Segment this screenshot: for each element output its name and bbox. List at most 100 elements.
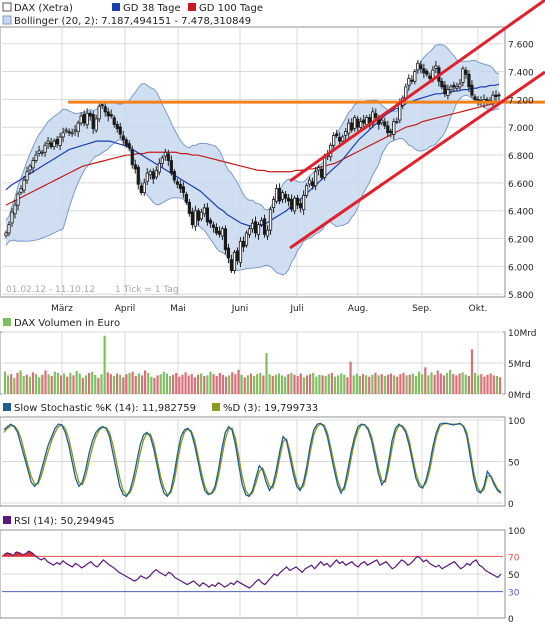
volume-bar xyxy=(228,375,231,394)
volume-bar xyxy=(153,377,156,394)
candle-body xyxy=(271,199,276,209)
volume-bar xyxy=(237,369,240,394)
volume-bar xyxy=(467,376,470,394)
candle-body xyxy=(190,211,194,226)
volume-bar xyxy=(19,370,22,394)
price-y-tick-label: 6.400 xyxy=(508,208,534,218)
candle-body xyxy=(407,78,411,86)
stochastic-y-tick-label: 100 xyxy=(508,417,525,427)
candle-body xyxy=(392,121,396,135)
candle-body xyxy=(85,112,89,126)
volume-bar xyxy=(190,374,193,394)
volume-bar xyxy=(106,372,109,394)
volume-bar xyxy=(318,374,321,394)
stochastic-y-ticks: 0 50 100 xyxy=(508,417,525,510)
volume-bar xyxy=(455,375,458,394)
volume-bar xyxy=(284,376,287,394)
volume-bar xyxy=(28,376,32,394)
stoch-d-swatch xyxy=(212,403,220,411)
volume-bar xyxy=(333,376,337,394)
volume-bar xyxy=(134,376,137,394)
candle-body xyxy=(106,111,110,117)
candle-body xyxy=(139,185,143,194)
volume-bar xyxy=(271,376,274,394)
candle-body xyxy=(115,124,119,129)
volume-bar xyxy=(439,373,442,394)
channel-upper-line xyxy=(289,0,545,183)
volume-bar xyxy=(38,377,41,394)
candle-body xyxy=(268,208,273,231)
volume-bar xyxy=(421,374,424,394)
volume-bar xyxy=(436,370,439,394)
candle-body xyxy=(452,84,456,88)
candle-body xyxy=(262,218,267,235)
legend-rsi-label: RSI (14): 50,294945 xyxy=(14,516,115,527)
candle-body xyxy=(172,171,176,181)
volume-bar xyxy=(343,374,346,394)
volume-bar xyxy=(22,376,25,394)
price-y-tick-label: 7.200 xyxy=(508,96,534,106)
volume-y-tick-label: 10Mrd xyxy=(508,329,536,339)
volume-bar xyxy=(330,372,333,394)
candle-body xyxy=(130,149,134,166)
volume-bar xyxy=(483,376,486,394)
volume-bar xyxy=(109,374,112,394)
volume-bar xyxy=(25,374,28,394)
rsi-y-tick-label: 100 xyxy=(508,527,525,537)
volume-bar xyxy=(337,375,340,394)
volume-bar xyxy=(115,373,119,394)
volume-bar xyxy=(50,376,53,394)
candle-body xyxy=(208,219,213,224)
volume-bar xyxy=(498,377,502,394)
candle-body xyxy=(28,165,32,171)
volume-bar xyxy=(302,377,305,394)
candle-body xyxy=(422,68,426,74)
volume-bar xyxy=(470,349,474,394)
volume-bar xyxy=(69,372,72,394)
volume-y-tick-label: 5Mrd xyxy=(508,360,531,370)
candle-body xyxy=(13,204,17,215)
candle-body xyxy=(82,114,86,124)
candle-body xyxy=(374,113,378,118)
candle-body xyxy=(184,193,188,203)
volume-bar xyxy=(231,372,234,394)
volume-bar xyxy=(340,373,343,394)
volume-bar xyxy=(66,376,69,394)
volume-bar xyxy=(374,372,377,394)
volume-bar xyxy=(87,372,91,394)
candle-body xyxy=(178,183,182,189)
candle-body xyxy=(16,193,20,206)
rsi-y-tick-label: 30 xyxy=(508,589,520,599)
candle-body xyxy=(244,232,249,246)
candle-body xyxy=(43,144,47,153)
price-y-tick-label: 7.400 xyxy=(508,69,534,79)
volume-bar xyxy=(371,374,374,394)
rsi-y-tick-label: 50 xyxy=(508,571,520,581)
candle-body xyxy=(91,114,95,129)
candle-body xyxy=(40,151,44,154)
legend-bollinger-label: Bollinger (20, 2): 7.187,494151 - 7.478,… xyxy=(14,16,251,27)
candle-body xyxy=(163,151,167,157)
candle-body xyxy=(250,222,255,230)
volume-bar xyxy=(427,375,430,394)
gd38-swatch xyxy=(112,3,120,11)
price-panel: 5.800 6.000 6.200 6.400 6.600 6.800 7.000 7.200… xyxy=(0,0,545,314)
candle-body xyxy=(389,130,393,134)
volume-bar xyxy=(35,374,38,394)
volume-bar xyxy=(221,374,225,394)
candle-body xyxy=(292,197,297,212)
volume-bar xyxy=(112,376,116,394)
candle-body xyxy=(145,172,149,182)
volume-bar xyxy=(262,375,265,394)
candle-body xyxy=(443,84,447,95)
candle-body xyxy=(211,224,216,228)
price-x-tick-label: Okt. xyxy=(469,304,488,314)
candle-body xyxy=(320,168,324,178)
bollinger-swatch xyxy=(2,15,12,25)
candle-body xyxy=(356,118,360,128)
volume-bar xyxy=(168,376,172,394)
volume-bar xyxy=(31,372,35,394)
volume-bar xyxy=(305,375,309,394)
volume-bar xyxy=(249,373,253,394)
